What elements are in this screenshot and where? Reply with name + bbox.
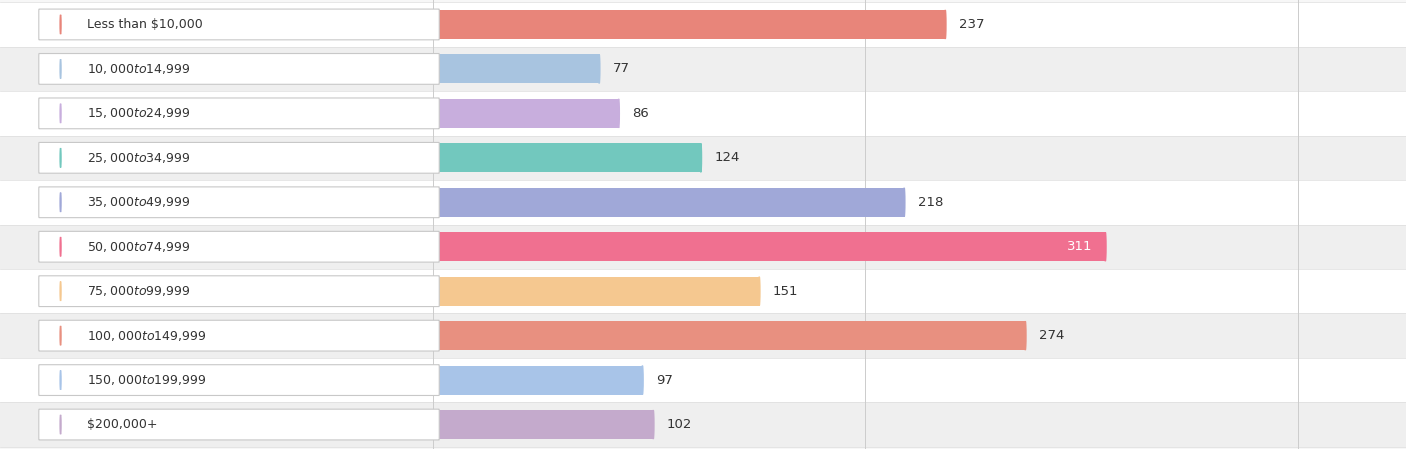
Bar <box>0 47 1406 91</box>
FancyBboxPatch shape <box>39 9 439 40</box>
Text: $15,000 to $24,999: $15,000 to $24,999 <box>87 106 190 120</box>
Bar <box>433 277 759 306</box>
Text: 237: 237 <box>959 18 984 31</box>
Text: 218: 218 <box>918 196 943 209</box>
FancyBboxPatch shape <box>39 409 439 440</box>
Text: 97: 97 <box>657 374 673 387</box>
Bar <box>433 54 599 84</box>
Text: $200,000+: $200,000+ <box>87 418 157 431</box>
Bar <box>0 2 1406 47</box>
Text: 124: 124 <box>714 151 740 164</box>
FancyBboxPatch shape <box>39 231 439 262</box>
Bar <box>433 99 619 128</box>
FancyBboxPatch shape <box>39 365 439 396</box>
Bar <box>0 313 1406 358</box>
Text: $10,000 to $14,999: $10,000 to $14,999 <box>87 62 190 76</box>
Bar <box>433 410 654 439</box>
Circle shape <box>599 54 600 84</box>
Text: $35,000 to $49,999: $35,000 to $49,999 <box>87 195 190 209</box>
Bar <box>0 224 1406 269</box>
Bar <box>433 232 1105 261</box>
Text: 151: 151 <box>773 285 799 298</box>
Text: $25,000 to $34,999: $25,000 to $34,999 <box>87 151 190 165</box>
FancyBboxPatch shape <box>39 98 439 129</box>
Bar <box>433 321 1025 350</box>
Bar <box>0 180 1406 224</box>
Text: Less than $10,000: Less than $10,000 <box>87 18 202 31</box>
Text: 86: 86 <box>633 107 650 120</box>
Text: $150,000 to $199,999: $150,000 to $199,999 <box>87 373 205 387</box>
Text: 274: 274 <box>1039 329 1064 342</box>
Bar <box>433 143 700 172</box>
Text: 311: 311 <box>1067 240 1092 253</box>
Bar <box>433 10 945 39</box>
FancyBboxPatch shape <box>39 187 439 218</box>
Bar <box>0 91 1406 136</box>
Bar <box>433 188 904 217</box>
Text: $75,000 to $99,999: $75,000 to $99,999 <box>87 284 190 298</box>
FancyBboxPatch shape <box>39 53 439 84</box>
Circle shape <box>945 10 946 39</box>
Bar <box>433 365 643 395</box>
Text: $50,000 to $74,999: $50,000 to $74,999 <box>87 240 190 254</box>
Text: 77: 77 <box>613 62 630 75</box>
Text: $100,000 to $149,999: $100,000 to $149,999 <box>87 329 205 343</box>
FancyBboxPatch shape <box>39 320 439 351</box>
Bar <box>0 358 1406 402</box>
Bar <box>0 402 1406 447</box>
FancyBboxPatch shape <box>39 276 439 307</box>
FancyBboxPatch shape <box>39 142 439 173</box>
Bar <box>0 269 1406 313</box>
Bar <box>0 136 1406 180</box>
Text: 102: 102 <box>666 418 692 431</box>
